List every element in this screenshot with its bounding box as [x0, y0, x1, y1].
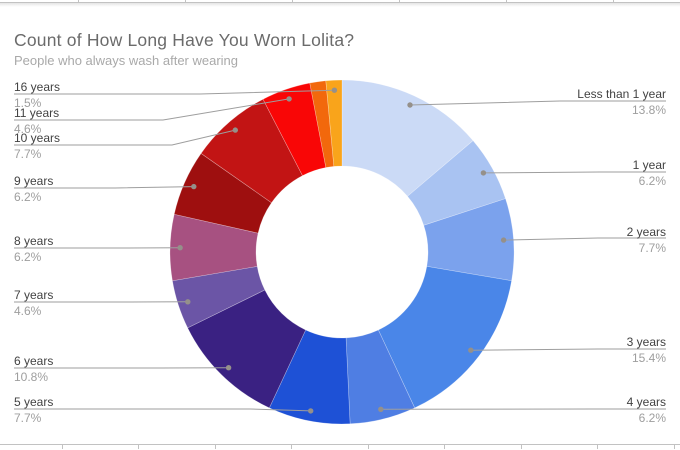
pie-slice-16-years[interactable] [325, 79, 343, 167]
callout-percent: 10.8% [14, 370, 49, 384]
callout-dot [500, 237, 507, 243]
sheet-gridline-shadow [0, 3, 680, 7]
callout-leader-line [14, 408, 311, 412]
callout-dot [286, 96, 292, 102]
callout-percent: 4.6% [14, 304, 42, 318]
callout-leader-line [409, 100, 666, 106]
sheet-column-tick [444, 445, 445, 449]
callout-label: 3 years [626, 335, 666, 349]
callout-label: 4 years [626, 395, 666, 409]
callout-2-years: 2 years 7.7% [627, 226, 666, 254]
callout-leader-line [14, 129, 236, 146]
callout-label: 2 years [626, 225, 666, 239]
callout-label: 6 years [14, 354, 54, 368]
callout-less-than-1-year: Less than 1 year 13.8% [577, 88, 666, 116]
callout-label: 7 years [14, 288, 54, 302]
callout-dot [378, 406, 384, 412]
callout-9-years: 9 years 6.2% [14, 175, 53, 203]
callout-dot [468, 347, 474, 353]
callout-10-years: 10 years 7.7% [14, 132, 60, 160]
callout-8-years: 8 years 6.2% [14, 235, 53, 263]
callout-leader-line [503, 237, 666, 241]
chart-title: Count of How Long Have You Worn Lolita? [14, 30, 355, 50]
callout-leader-line [14, 89, 335, 95]
callout-dot [308, 408, 314, 414]
sheet-gridline-top [0, 2, 680, 3]
callout-label: 8 years [14, 234, 54, 248]
callout-percent: 6.2% [638, 174, 666, 188]
callout-dot [177, 245, 183, 251]
callout-percent: 6.2% [638, 411, 666, 425]
callout-leader-line [483, 171, 666, 174]
callout-percent: 7.7% [14, 147, 42, 161]
pie-slice-less-than-1-year[interactable] [341, 79, 474, 197]
callout-11-years: 11 years 4.6% [14, 107, 59, 135]
sheet-column-tick [138, 445, 139, 449]
callout-dot [191, 183, 197, 190]
sheet-column-tick [597, 445, 598, 449]
callout-7-years: 7 years 4.6% [14, 289, 53, 317]
callout-dot [232, 127, 238, 133]
callout-label: 16 years [14, 80, 61, 94]
sheet-column-tick [62, 445, 63, 449]
callout-percent: 7.7% [14, 411, 42, 425]
callout-leader-line [470, 348, 666, 351]
callout-1-year: 1 year 6.2% [633, 159, 666, 187]
callout-label: 1 year [632, 158, 666, 172]
callout-percent: 13.8% [631, 103, 666, 117]
sheet-column-tick [521, 445, 522, 449]
callout-label: 5 years [14, 395, 54, 409]
callout-percent: 7.7% [638, 241, 666, 255]
callout-percent: 4.6% [14, 122, 42, 136]
sheet-column-tick [215, 445, 216, 449]
sheet-gridline-bottom [0, 444, 680, 445]
callout-dot [185, 299, 191, 305]
sheet-column-tick [78, 0, 79, 2]
sheet-column-tick [506, 0, 507, 2]
callout-label: 9 years [14, 174, 54, 188]
callout-label: Less than 1 year [577, 87, 666, 101]
callout-dot [225, 365, 232, 371]
sheet-column-tick [613, 0, 614, 2]
sheet-column-tick [292, 0, 293, 2]
callout-dot [480, 170, 487, 176]
callout-5-years: 5 years 7.7% [14, 396, 53, 424]
pie-slice-unlabeled[interactable] [309, 80, 335, 168]
callout-label: 11 years [14, 106, 60, 120]
callout-16-years: 16 years 1.5% [14, 81, 60, 109]
callout-percent: 1.5% [14, 96, 42, 110]
sheet-column-tick [185, 0, 186, 2]
callout-leader-line [14, 98, 290, 121]
callout-dot [407, 102, 413, 108]
callout-percent: 6.2% [14, 250, 42, 264]
callout-label: 10 years [14, 131, 61, 145]
callout-6-years: 6 years 10.8% [14, 355, 53, 383]
pie-slice-8-years[interactable] [169, 213, 259, 282]
pie-slice-3-years[interactable] [377, 266, 512, 409]
sheet-column-tick [291, 445, 292, 449]
callout-dot [331, 87, 338, 93]
callout-percent: 6.2% [14, 190, 42, 204]
sheet-column-tick [368, 445, 369, 449]
callout-4-years: 4 years 6.2% [627, 396, 666, 424]
pie-slice-6-years[interactable] [187, 289, 307, 409]
pie-slice-11-years[interactable] [262, 82, 327, 177]
sheet-column-tick [674, 445, 675, 449]
callout-3-years: 3 years 15.4% [627, 336, 666, 364]
pie-slice-7-years[interactable] [172, 266, 266, 329]
chart-subtitle: People who always wash after wearing [14, 53, 239, 68]
callout-leader-line [14, 186, 194, 189]
callout-percent: 15.4% [631, 351, 666, 365]
sheet-column-tick [399, 0, 400, 2]
